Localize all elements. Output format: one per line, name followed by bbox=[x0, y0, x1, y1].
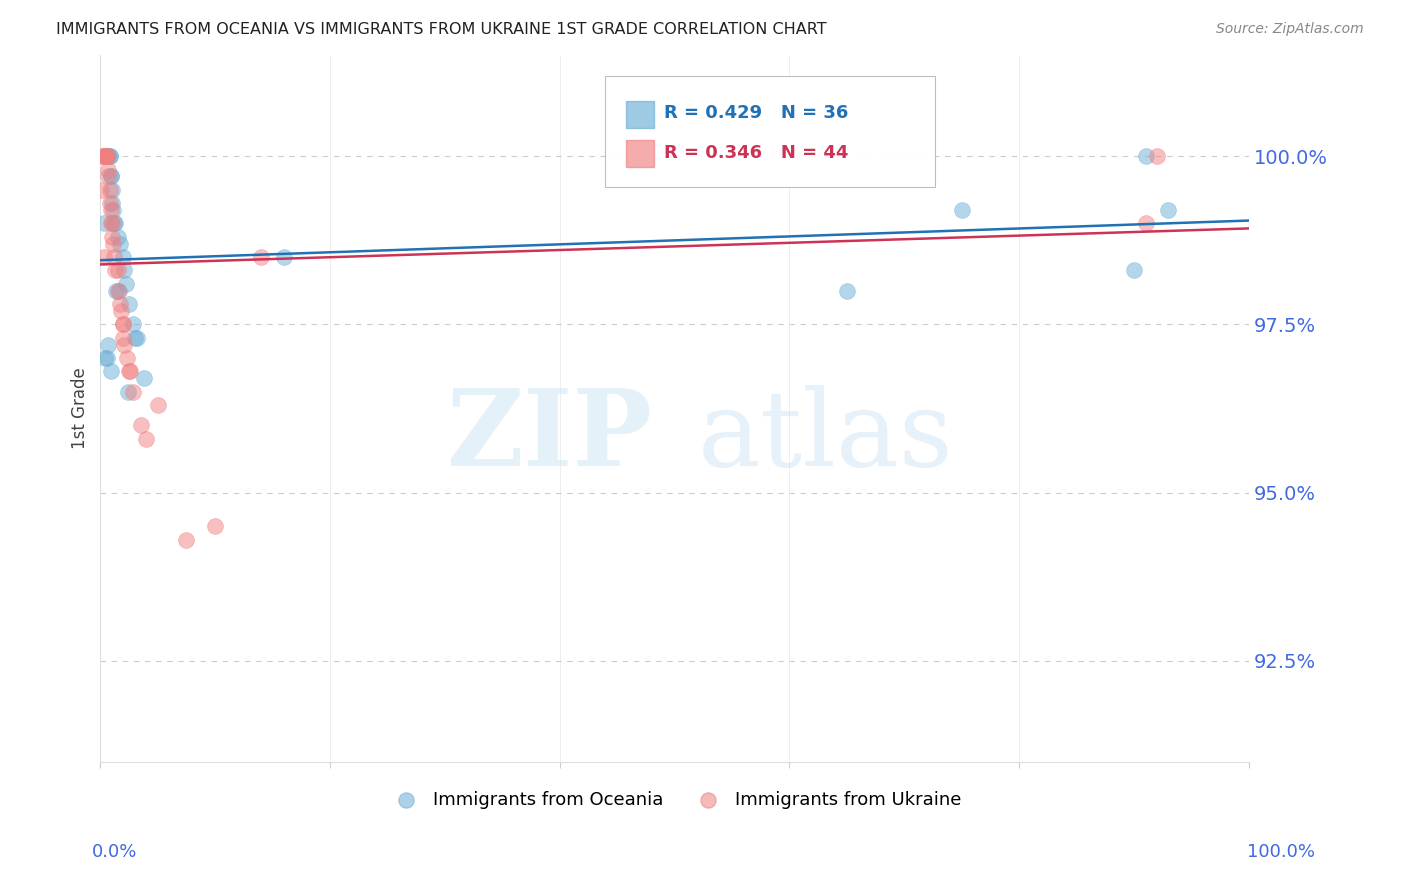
Point bbox=[273, 250, 295, 264]
Point bbox=[94, 149, 117, 163]
Point bbox=[112, 318, 135, 332]
Text: Source: ZipAtlas.com: Source: ZipAtlas.com bbox=[1216, 22, 1364, 37]
Point bbox=[100, 364, 122, 378]
Point bbox=[110, 304, 132, 318]
Point bbox=[105, 284, 128, 298]
Point bbox=[108, 236, 131, 251]
Point bbox=[100, 169, 122, 184]
Point bbox=[112, 250, 135, 264]
Point bbox=[950, 202, 973, 217]
Point bbox=[93, 149, 115, 163]
Point bbox=[129, 418, 152, 433]
Text: 0.0%: 0.0% bbox=[91, 843, 136, 861]
Point bbox=[98, 183, 121, 197]
Point bbox=[101, 230, 124, 244]
Point bbox=[98, 196, 121, 211]
Point bbox=[104, 216, 127, 230]
Point bbox=[107, 284, 129, 298]
Point bbox=[101, 236, 124, 251]
Point bbox=[114, 277, 136, 291]
Point bbox=[94, 149, 117, 163]
Point bbox=[91, 149, 114, 163]
Point bbox=[97, 337, 120, 351]
Point bbox=[96, 149, 118, 163]
Point bbox=[107, 263, 129, 277]
Point bbox=[121, 318, 143, 332]
Point bbox=[97, 169, 120, 184]
Point bbox=[1135, 216, 1157, 230]
Point bbox=[94, 351, 117, 365]
Point bbox=[107, 230, 129, 244]
Point bbox=[100, 202, 122, 217]
Point bbox=[101, 196, 124, 211]
Text: 100.0%: 100.0% bbox=[1247, 843, 1315, 861]
Point bbox=[120, 364, 142, 378]
Point bbox=[96, 149, 118, 163]
Text: R = 0.429   N = 36: R = 0.429 N = 36 bbox=[664, 104, 848, 122]
Point bbox=[112, 331, 135, 345]
Point bbox=[101, 216, 124, 230]
Point bbox=[94, 149, 117, 163]
Point bbox=[108, 297, 131, 311]
Point bbox=[93, 149, 115, 163]
Point bbox=[104, 263, 127, 277]
Point bbox=[94, 149, 117, 163]
Text: atlas: atlas bbox=[697, 385, 953, 488]
Point bbox=[1157, 202, 1180, 217]
Point bbox=[1123, 263, 1146, 277]
Point bbox=[96, 351, 118, 365]
Point bbox=[135, 432, 157, 446]
Point bbox=[112, 318, 135, 332]
Point bbox=[250, 250, 273, 264]
Point bbox=[101, 202, 124, 217]
Point bbox=[117, 384, 139, 399]
Legend: Immigrants from Oceania, Immigrants from Ukraine: Immigrants from Oceania, Immigrants from… bbox=[381, 784, 969, 816]
Point bbox=[146, 398, 169, 412]
Point bbox=[97, 149, 120, 163]
Point bbox=[1146, 149, 1168, 163]
Point bbox=[91, 149, 114, 163]
Point bbox=[132, 371, 155, 385]
Point bbox=[98, 149, 121, 163]
Point bbox=[93, 216, 115, 230]
Point bbox=[118, 364, 141, 378]
Point bbox=[115, 351, 138, 365]
Point bbox=[114, 263, 136, 277]
Point bbox=[100, 216, 122, 230]
Point bbox=[97, 162, 120, 177]
Point bbox=[107, 284, 129, 298]
Point bbox=[204, 519, 226, 533]
Point bbox=[90, 183, 112, 197]
Point bbox=[176, 533, 198, 547]
Text: ZIP: ZIP bbox=[446, 385, 651, 488]
Point bbox=[114, 337, 136, 351]
Point bbox=[835, 284, 858, 298]
Point bbox=[121, 384, 143, 399]
Point bbox=[93, 250, 115, 264]
Point bbox=[94, 149, 117, 163]
Text: R = 0.346   N = 44: R = 0.346 N = 44 bbox=[664, 144, 848, 161]
Point bbox=[103, 250, 125, 264]
Point bbox=[94, 149, 117, 163]
Point bbox=[118, 297, 141, 311]
Point bbox=[124, 331, 146, 345]
Text: IMMIGRANTS FROM OCEANIA VS IMMIGRANTS FROM UKRAINE 1ST GRADE CORRELATION CHART: IMMIGRANTS FROM OCEANIA VS IMMIGRANTS FR… bbox=[56, 22, 827, 37]
Point bbox=[96, 149, 118, 163]
Y-axis label: 1st Grade: 1st Grade bbox=[72, 368, 89, 450]
Point bbox=[100, 169, 122, 184]
Point bbox=[1135, 149, 1157, 163]
Point bbox=[98, 149, 121, 163]
Point bbox=[103, 216, 125, 230]
Point bbox=[101, 183, 124, 197]
Point bbox=[127, 331, 149, 345]
